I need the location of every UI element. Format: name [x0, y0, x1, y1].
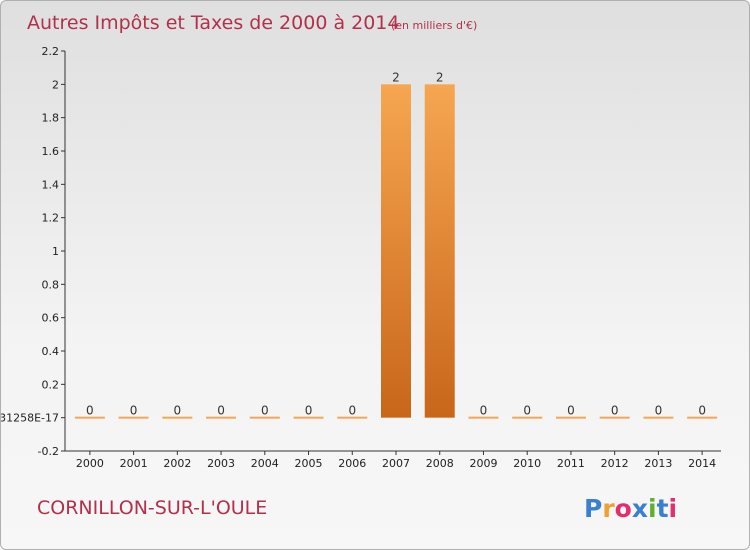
- y-tick-label: 0.2: [42, 378, 60, 391]
- chart-subtitle: (en milliers d'€): [391, 19, 477, 32]
- x-tick-label: 2012: [601, 457, 629, 470]
- bar: [162, 416, 193, 419]
- data-label: 0: [567, 404, 575, 418]
- bar: [424, 84, 455, 418]
- bar: [687, 416, 718, 419]
- data-label: 0: [698, 404, 706, 418]
- bar: [337, 416, 368, 419]
- bar: [599, 416, 630, 419]
- x-tick-label: 2001: [120, 457, 148, 470]
- x-tick-label: 2000: [76, 457, 104, 470]
- logo-letter: r: [602, 494, 615, 523]
- y-tick-label: 1.4: [42, 178, 60, 191]
- logo-letter: i: [669, 494, 678, 523]
- bar: [512, 416, 543, 419]
- x-tick-label: 2006: [338, 457, 366, 470]
- chart-title: Autres Impôts et Taxes de 2000 à 2014: [27, 12, 400, 34]
- y-tick-label: -5.5511151231258E-17: [1, 412, 59, 425]
- y-tick-label: -0.2: [38, 445, 59, 458]
- axes: 2.2 2 1.8 1.6 1.4 1.2 1 0.8 0.6 0.4 0.2 -5.55111512…: [1, 45, 721, 470]
- bar: [555, 416, 586, 419]
- bar: [643, 416, 674, 419]
- bar: [249, 416, 280, 419]
- x-tick-label: 2013: [644, 457, 672, 470]
- data-label: 2: [436, 70, 444, 84]
- y-tick-label: 0.8: [42, 278, 60, 291]
- x-tick-label: 2004: [251, 457, 279, 470]
- data-label: 0: [130, 404, 138, 418]
- x-tick-label: 2011: [557, 457, 585, 470]
- x-tick-label: 2010: [513, 457, 541, 470]
- y-tick-label: 2: [52, 78, 59, 91]
- data-label: 0: [611, 404, 619, 418]
- x-tick-label: 2009: [469, 457, 497, 470]
- data-label: 0: [174, 404, 182, 418]
- data-label: 0: [655, 404, 663, 418]
- x-tick-label: 2014: [688, 457, 716, 470]
- commune-name: CORNILLON-SUR-L'OULE: [37, 497, 267, 519]
- data-label: 0: [86, 404, 94, 418]
- bar: [206, 416, 237, 419]
- logo-letter: t: [657, 494, 669, 523]
- data-label: 0: [523, 404, 531, 418]
- logo-letter: o: [615, 494, 632, 523]
- x-tick-label: 2003: [207, 457, 235, 470]
- data-label: 0: [480, 404, 488, 418]
- bar: [74, 416, 105, 419]
- bars: 0 0 0 0 0 0 0 2 2 0 0 0 0 0 0: [74, 70, 718, 419]
- data-label: 0: [261, 404, 269, 418]
- x-tick-label: 2007: [382, 457, 410, 470]
- y-tick-label: 1: [52, 245, 59, 258]
- y-tick-label: 1.6: [42, 145, 60, 158]
- data-label: 0: [305, 404, 313, 418]
- bar: [381, 84, 411, 418]
- y-tick-label: 2.2: [42, 45, 60, 58]
- data-label: 0: [217, 404, 225, 418]
- x-tick-label: 2002: [163, 457, 191, 470]
- y-tick-label: 0.6: [42, 312, 60, 325]
- data-label: 0: [348, 404, 356, 418]
- y-tick-label: 1.8: [42, 112, 60, 125]
- x-tick-label: 2005: [295, 457, 323, 470]
- logo-letter: i: [648, 494, 657, 523]
- bar: [468, 416, 499, 419]
- y-tick-label: 0.4: [42, 345, 60, 358]
- logo-letter: P: [584, 494, 602, 523]
- data-label: 2: [392, 70, 400, 84]
- x-tick-label: 2008: [426, 457, 454, 470]
- bar: [293, 416, 324, 419]
- y-tick-label: 1.2: [42, 212, 60, 225]
- bar: [118, 416, 149, 419]
- proxiti-logo: Proxiti: [584, 494, 677, 523]
- logo-letter: x: [632, 494, 648, 523]
